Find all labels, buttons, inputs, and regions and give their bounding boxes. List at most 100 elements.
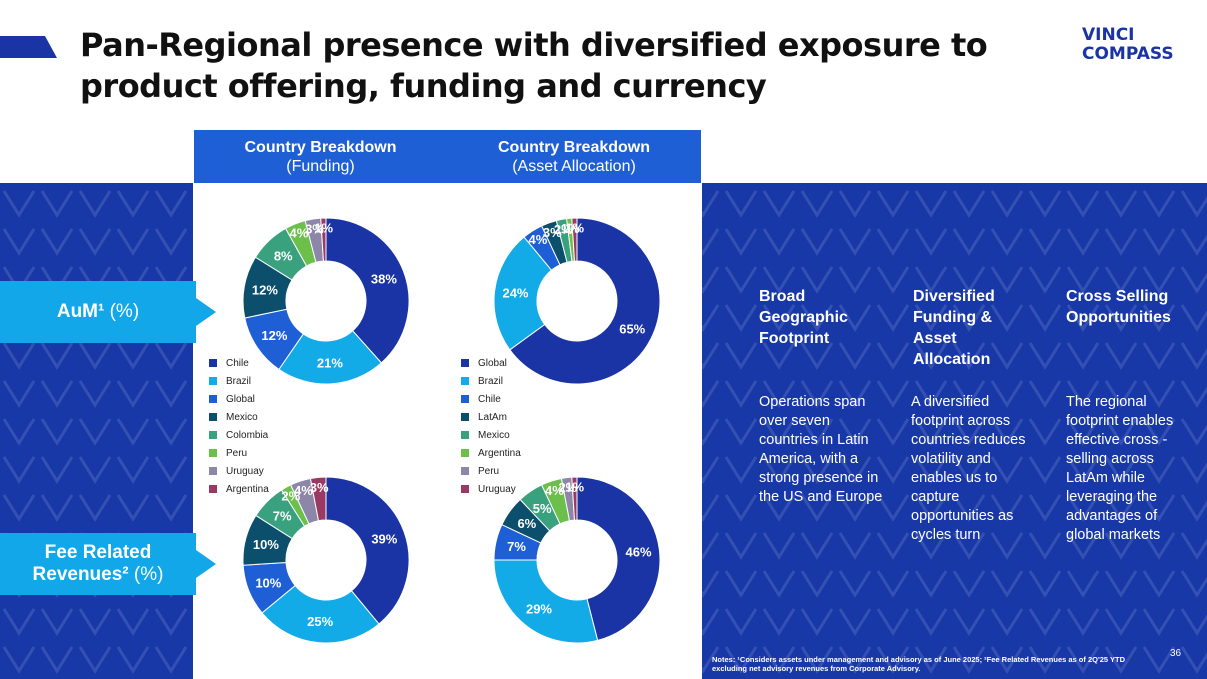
aum-funding-svg: 38% 21% 12% 12% 8% 4%3%1%	[242, 217, 410, 385]
slice-argentina	[309, 476, 327, 522]
fee-asset-svg: 46% 29% 7% 6%5% 4%2%1%	[493, 476, 661, 644]
legend-item-global: Global	[461, 357, 507, 369]
slice-chile	[325, 476, 410, 625]
legend-label: Global	[478, 357, 507, 369]
data-label-mexico: 5%	[533, 501, 552, 516]
pillar-2-title: Diversified Funding & Asset Allocation	[913, 288, 995, 368]
data-label-uruguay: 1%	[565, 480, 584, 495]
footnotes: Notes: ¹Considers assets under managemen…	[712, 655, 1126, 673]
data-label-argentina: 1%	[314, 221, 333, 236]
company-logo: VINCI COMPASS	[1082, 26, 1174, 64]
legend-swatch	[209, 485, 217, 493]
legend-item-global: Global	[209, 393, 255, 405]
data-label-uruguay: 4%	[294, 483, 313, 498]
legend-swatch	[461, 359, 469, 367]
legend-item-argentina: Argentina	[461, 447, 521, 459]
legend-label: Brazil	[478, 375, 504, 387]
header-funding: Country Breakdown (Funding)	[194, 130, 447, 183]
legend-asset: Global Brazil Chile LatAm Mexico Argentina Per…	[461, 357, 541, 497]
data-label-global: 12%	[261, 328, 287, 343]
legend-swatch	[209, 431, 217, 439]
legend-swatch	[209, 467, 217, 475]
data-label-uruguay: 3%	[305, 221, 324, 236]
fee-funding-svg: 39% 25% 10% 10% 7% 2%4%3%	[242, 476, 410, 644]
data-label-colombia: 8%	[274, 249, 293, 264]
row-label-fee-line2: Revenues²	[32, 564, 129, 585]
legend-label: Chile	[226, 357, 249, 369]
data-label-chile: 7%	[507, 539, 526, 554]
pillar-3-text: The regional footprint enables effective…	[1066, 394, 1174, 543]
slice-brazil	[493, 559, 599, 644]
donut-aum-funding: 38% 21% 12% 12% 8% 4% 3% 1%	[241, 216, 411, 386]
legend-item-mexico: Mexico	[209, 411, 258, 423]
accent-bar	[0, 36, 57, 58]
pillar-2-text: A diversified footprint across countries…	[911, 394, 1026, 543]
legend-label: Argentina	[226, 483, 269, 495]
data-label-latam: 6%	[517, 516, 536, 531]
row-label-fee: Fee Related Revenues² (%)	[0, 533, 216, 595]
slice-global	[576, 476, 661, 642]
legend-label: Mexico	[226, 411, 258, 423]
pillar-3-title: Cross Selling Opportunities	[1066, 288, 1171, 326]
logo-line-1: VINCI	[1082, 25, 1135, 45]
legend-item-brazil: Brazil	[209, 375, 251, 387]
legend-item-uruguay: Uruguay	[209, 465, 264, 477]
data-label-argentina: 1%	[561, 221, 580, 236]
legend-swatch	[209, 359, 217, 367]
data-label-peru: 2%	[558, 480, 577, 495]
data-label-global: 65%	[619, 322, 645, 337]
pillar-1-text: Operations span over seven countries in …	[759, 394, 883, 505]
logo-line-2: COMPASS	[1082, 44, 1174, 64]
header-funding-main: Country Breakdown	[244, 138, 397, 156]
legend-item-peru: Peru	[461, 465, 499, 477]
data-label-latam: 3%	[543, 225, 562, 240]
data-label-chile: 39%	[371, 531, 397, 546]
page-number: 36	[1170, 648, 1182, 659]
data-label-brazil: 25%	[307, 614, 333, 629]
data-label-brazil: 29%	[526, 601, 552, 616]
row-label-aum-main: AuM¹	[56, 301, 105, 322]
data-label-brazil: 24%	[502, 286, 528, 301]
data-label-mexico: 12%	[252, 283, 278, 298]
row-label-fee-line1: Fee Related	[44, 542, 152, 563]
slice-uruguay	[571, 217, 578, 262]
legend-swatch	[461, 413, 469, 421]
legend-item-uruguay: Uruguay	[461, 483, 516, 495]
data-label-peru: 2%	[281, 489, 300, 504]
slice-brazil	[261, 584, 380, 644]
legend-swatch	[209, 413, 217, 421]
legend-swatch	[209, 377, 217, 385]
data-label-brazil: 21%	[317, 355, 343, 370]
data-label-peru: 4%	[289, 226, 308, 241]
data-label-mexico: 10%	[253, 537, 279, 552]
legend-label: Argentina	[478, 447, 521, 459]
legend-funding: Chile Brazil Global Mexico Colombia Peru Urugu…	[209, 357, 289, 497]
header-asset: Country Breakdown (Asset Allocation)	[447, 130, 701, 183]
slice-argentina	[320, 217, 327, 262]
header-asset-sub: (Asset Allocation)	[512, 157, 636, 175]
legend-label: Mexico	[478, 429, 510, 441]
legend-item-brazil: Brazil	[461, 375, 503, 387]
legend-label: Uruguay	[478, 483, 516, 495]
data-label-mexico: 2%	[554, 222, 573, 237]
legend-item-chile: Chile	[461, 393, 501, 405]
header-funding-sub: (Funding)	[286, 157, 355, 175]
legend-label: Colombia	[226, 429, 269, 441]
legend-swatch	[461, 449, 469, 457]
data-label-uruguay: 1%	[565, 221, 584, 236]
legend-swatch	[461, 467, 469, 475]
data-label-argentina: 4%	[545, 483, 564, 498]
data-label-chile: 38%	[371, 271, 397, 286]
legend-label: Uruguay	[226, 465, 264, 477]
legend-swatch	[461, 431, 469, 439]
aum-asset-svg: 65% 24% 4%3%2%1%1%	[493, 217, 661, 385]
legend-swatch	[461, 377, 469, 385]
data-label-global: 46%	[625, 545, 651, 560]
slice-global	[509, 217, 661, 385]
legend-label: Global	[226, 393, 255, 405]
legend-item-peru: Peru	[209, 447, 247, 459]
legend-item-colombia: Colombia	[209, 429, 268, 441]
row-label-fee-suffix: (%)	[128, 564, 164, 585]
donut-fee-asset: 46% 29% 7% 6% 5% 4% 2% 1%	[492, 475, 662, 645]
legend-label: Brazil	[226, 375, 252, 387]
